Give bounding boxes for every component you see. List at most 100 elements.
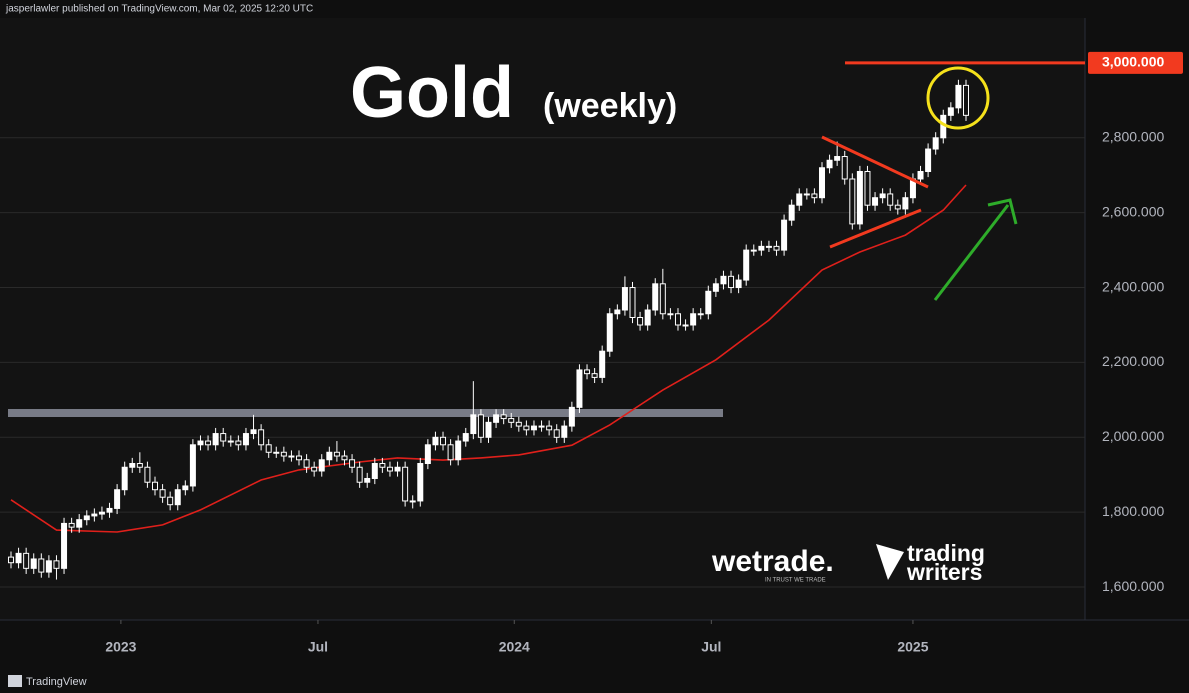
triangle-upper <box>821 135 929 189</box>
candle-body <box>23 552 30 569</box>
candle-body <box>659 283 666 315</box>
candle-body <box>599 350 606 378</box>
candle-body <box>167 496 174 506</box>
candle-body <box>841 156 848 180</box>
arrow <box>933 198 1018 301</box>
candle-body <box>205 440 212 446</box>
candle-body <box>235 440 242 446</box>
candle-body <box>682 324 689 327</box>
candle-body <box>106 507 113 513</box>
candle-body <box>159 489 166 498</box>
candle-body <box>917 170 924 180</box>
candle-body <box>311 466 318 472</box>
candles <box>7 79 970 580</box>
arrow-head <box>987 198 1018 225</box>
candle-body <box>561 425 568 438</box>
candle-body <box>424 444 431 465</box>
candle-body <box>750 249 757 252</box>
plot-area <box>0 18 1085 620</box>
candle-body <box>818 167 825 199</box>
candle-body <box>553 429 560 438</box>
candle-body <box>455 440 462 461</box>
ma-line <box>10 184 967 533</box>
candle-body <box>690 313 697 326</box>
candle-body <box>758 245 765 251</box>
candle-body <box>515 421 522 427</box>
candle-body <box>788 204 795 221</box>
y-tick-label: 1,800.000 <box>1102 503 1164 519</box>
candle-body <box>303 459 310 468</box>
y-tick-label: 2,200.000 <box>1102 353 1164 369</box>
candle-body <box>265 444 272 453</box>
candle-body <box>864 170 871 206</box>
candle-body <box>629 287 636 319</box>
candle-body <box>720 275 727 285</box>
candle-body <box>114 489 121 509</box>
price-label: 3,000.000 <box>1102 54 1164 70</box>
candle-body <box>197 440 204 446</box>
candle-body <box>409 500 416 503</box>
candle-body <box>705 290 712 315</box>
candle-body <box>796 193 803 206</box>
candle-body <box>621 287 628 311</box>
candle-body <box>538 425 545 428</box>
candle-body <box>576 369 583 408</box>
candle-body <box>250 429 257 435</box>
candle-body <box>394 466 401 472</box>
watermark-trading: trading <box>907 540 985 566</box>
candle-body <box>7 556 14 564</box>
candle-body <box>189 444 196 487</box>
candle-body <box>356 466 363 483</box>
candle-body <box>955 84 962 109</box>
candle-body <box>508 418 515 423</box>
y-tick-label: 2,600.000 <box>1102 203 1164 219</box>
price-label-box <box>1088 51 1183 74</box>
candle-body <box>76 519 83 528</box>
candle-body <box>773 245 780 251</box>
candle-body <box>477 414 484 438</box>
candle-body <box>45 560 52 573</box>
candle-body <box>568 406 575 427</box>
candle-body <box>925 148 932 172</box>
candle-body <box>38 558 45 573</box>
candle-body <box>584 369 591 375</box>
candle-body <box>500 414 507 420</box>
levels <box>8 61 1085 417</box>
candle-body <box>743 249 750 281</box>
watermark-tagline: IN TRUST WE TRADE <box>765 578 826 584</box>
candle-body <box>386 466 393 472</box>
candle-body <box>129 463 136 468</box>
candle-body <box>523 425 530 431</box>
candle-body <box>765 245 772 248</box>
candle-body <box>530 425 537 431</box>
candle-body <box>212 433 219 446</box>
candle-body <box>803 193 810 196</box>
candle-body <box>432 436 439 446</box>
y-tick-label: 1,600.000 <box>1102 578 1164 594</box>
candle-body <box>849 178 856 225</box>
candle-body <box>318 459 325 472</box>
candle-body <box>872 197 879 206</box>
x-tick-label: 2024 <box>499 639 530 655</box>
candle-body <box>349 459 356 468</box>
header: jasperlawler published on TradingView.co… <box>5 4 313 15</box>
candle-body <box>333 451 340 457</box>
candle-body <box>879 193 886 199</box>
candle-body <box>485 421 492 438</box>
candle-body <box>280 451 287 457</box>
grid <box>0 137 1085 588</box>
x-tick-label: Jul <box>701 639 721 655</box>
candle-body <box>781 219 788 251</box>
candle-body <box>61 522 68 569</box>
candle-body <box>15 552 22 564</box>
y-tick-label: 2,000.000 <box>1102 428 1164 444</box>
candle-body <box>402 466 409 502</box>
candle-body <box>932 137 939 150</box>
title: Gold <box>350 53 514 133</box>
triangle-lower <box>829 208 922 249</box>
candle-body <box>462 433 469 442</box>
candle-body <box>697 313 704 316</box>
footer: TradingView <box>26 676 87 688</box>
axes: 1,600.000 1,800.000 2,000.000 2,200.000 2,40… <box>105 51 1183 655</box>
subtitle: (weekly) <box>543 87 677 125</box>
